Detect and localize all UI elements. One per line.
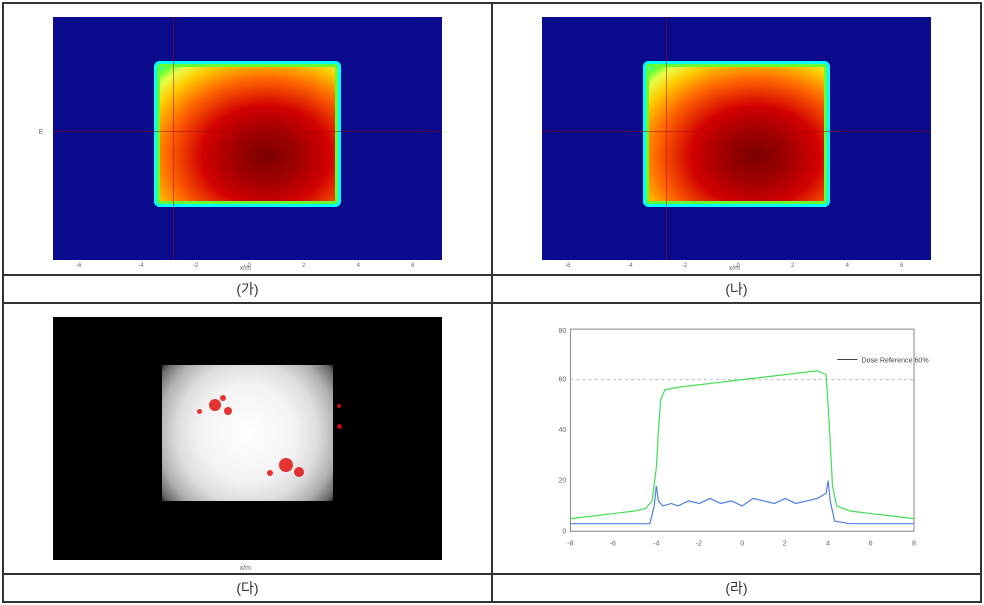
svg-text:8: 8	[912, 540, 916, 547]
series-green	[571, 371, 915, 519]
tick: 2	[302, 263, 305, 269]
label-d: (라)	[492, 574, 981, 602]
panel-d-cell: 0 20 40 60 80 -8 -6 -4 -2 0 2 4 6 8	[492, 303, 981, 575]
yticks: 0 20 40 60 80	[559, 328, 567, 535]
svg-text:-6: -6	[610, 540, 616, 547]
linechart-svg: 0 20 40 60 80 -8 -6 -4 -2 0 2 4 6 8	[517, 317, 955, 560]
tick: -2	[193, 263, 198, 269]
crosshair-h-icon	[542, 131, 932, 132]
tick: 0	[737, 263, 740, 269]
xticks: -8 -6 -4 -2 0 2 4 6 8	[568, 540, 917, 547]
svg-text:0: 0	[741, 540, 745, 547]
label-b-text: (나)	[725, 279, 747, 299]
series-blue	[571, 481, 915, 524]
grayscale-c-square	[162, 365, 333, 501]
label-a-text: (가)	[236, 279, 258, 299]
crosshair-v-icon	[666, 17, 667, 260]
label-b: (나)	[492, 275, 981, 303]
tick: 6	[900, 263, 903, 269]
red-spot	[337, 424, 342, 429]
svg-text:2: 2	[783, 540, 787, 547]
svg-text:-2: -2	[696, 540, 702, 547]
label-d-text: (라)	[725, 578, 747, 598]
red-spot	[220, 395, 226, 401]
svg-text:80: 80	[559, 328, 567, 335]
tick: -2	[682, 263, 687, 269]
xlabel: x/m	[240, 565, 251, 572]
legend-text: Dose Reference 60%	[862, 357, 930, 364]
label-c: (다)	[3, 574, 492, 602]
svg-text:6: 6	[869, 540, 873, 547]
ylabel: E	[39, 129, 44, 136]
tick: -6	[565, 263, 570, 269]
red-spot	[267, 470, 273, 476]
crosshair-h-icon	[53, 131, 443, 132]
legend: Dose Reference 60%	[838, 357, 930, 364]
svg-text:60: 60	[559, 377, 567, 384]
svg-text:4: 4	[826, 540, 830, 547]
panel-b-cell: x/m -6 -4 -2 0 2 4 6	[492, 3, 981, 275]
crosshair-v-icon	[173, 17, 174, 260]
svg-text:-8: -8	[568, 540, 574, 547]
tick: 2	[791, 263, 794, 269]
svg-text:20: 20	[559, 478, 567, 485]
tick: 0	[248, 263, 251, 269]
figure-grid: E x/m -6 -4 -2 0 2 4 6 x/m -6 -4 -2 0 2 …	[2, 2, 982, 603]
heatmap-a-square	[154, 61, 341, 207]
grayscale-c: x/m	[53, 317, 443, 560]
red-spot	[279, 458, 293, 472]
tick: 4	[846, 263, 849, 269]
tick: -6	[76, 263, 81, 269]
tick: 6	[411, 263, 414, 269]
red-spot	[197, 409, 202, 414]
label-c-text: (다)	[236, 578, 258, 598]
heatmap-a: E x/m -6 -4 -2 0 2 4 6	[53, 17, 443, 260]
red-spot	[224, 407, 232, 415]
heatmap-b: x/m -6 -4 -2 0 2 4 6	[542, 17, 932, 260]
svg-text:0: 0	[563, 528, 567, 535]
tick: -4	[627, 263, 632, 269]
linechart-d: 0 20 40 60 80 -8 -6 -4 -2 0 2 4 6 8	[517, 317, 955, 560]
panel-a-cell: E x/m -6 -4 -2 0 2 4 6	[3, 3, 492, 275]
tick: 4	[357, 263, 360, 269]
tick: -4	[138, 263, 143, 269]
panel-c-cell: x/m	[3, 303, 492, 575]
red-spot	[209, 399, 221, 411]
svg-text:40: 40	[559, 427, 567, 434]
label-a: (가)	[3, 275, 492, 303]
heatmap-b-square	[643, 61, 830, 207]
svg-text:-4: -4	[654, 540, 660, 547]
